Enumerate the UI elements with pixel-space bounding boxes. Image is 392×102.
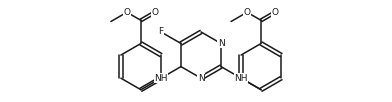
Text: O: O xyxy=(123,8,131,17)
Text: O: O xyxy=(151,8,158,17)
Text: O: O xyxy=(272,8,279,17)
Text: NH: NH xyxy=(154,74,168,83)
Text: N: N xyxy=(218,39,224,48)
Text: N: N xyxy=(198,74,204,83)
Text: O: O xyxy=(243,8,250,17)
Text: NH: NH xyxy=(234,74,248,83)
Text: F: F xyxy=(158,27,163,36)
